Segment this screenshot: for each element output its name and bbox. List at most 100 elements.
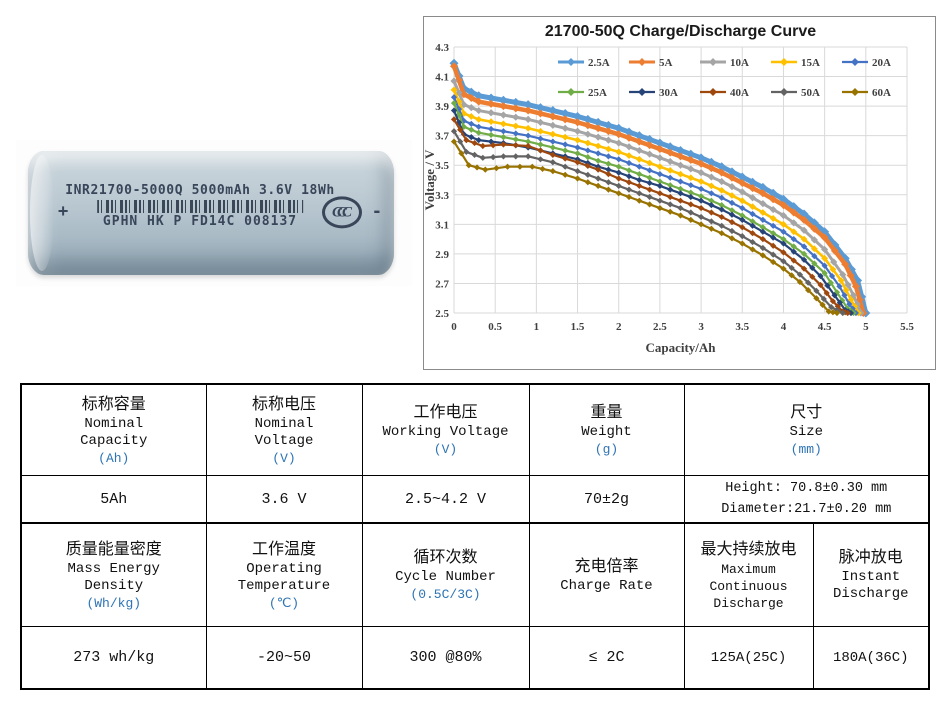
- table-header-row-1: 标称容量 Nominal Capacity (Ah) 标称电压 Nominal …: [20, 383, 930, 476]
- value-text: 300 @80%: [409, 649, 482, 667]
- svg-text:5.5: 5.5: [900, 321, 914, 333]
- header-en: Working Voltage: [382, 424, 509, 441]
- header-unit: (V): [272, 450, 296, 466]
- header-zh: 循环次数: [413, 549, 478, 567]
- legend-item-25A: 25A: [558, 87, 607, 99]
- svg-text:2.7: 2.7: [435, 278, 449, 290]
- value-text: 180A(36C): [832, 650, 909, 667]
- header-zh: 工作温度: [251, 540, 316, 558]
- battery-photo: + INR21700-5000Q 5000mAh 3.6V 18Wh GPHN …: [16, 140, 412, 286]
- x-axis-title: Capacity/Ah: [645, 340, 716, 355]
- header-unit: (Wh/kg): [86, 595, 142, 611]
- series-5A: [450, 62, 868, 317]
- y-axis-title: Voltage / V: [424, 149, 437, 210]
- value-instant-discharge: 180A(36C): [812, 626, 930, 689]
- chart-svg: 0 0.5 1 1.5 2 2.5 3 3.5 4 4.5 5 5.5 2.5 2.7 2.9 3.1 3.3 3…: [422, 23, 914, 355]
- header-weight: 重量 Weight (g): [528, 383, 685, 476]
- header-cycle-number: 循环次数 Cycle Number (0.5C/3C): [361, 521, 530, 627]
- series-10A: [450, 77, 865, 317]
- svg-text:50A: 50A: [801, 87, 820, 99]
- header-zh: 标称容量: [81, 395, 146, 413]
- header-charge-rate: 充电倍率 Charge Rate: [528, 521, 685, 627]
- header-working-voltage: 工作电压 Working Voltage (V): [361, 383, 530, 476]
- legend-item-50A: 50A: [771, 87, 820, 99]
- header-nominal-voltage: 标称电压 Nominal Voltage (V): [205, 383, 363, 476]
- value-nominal-capacity: 5Ah: [20, 474, 207, 523]
- header-nominal-capacity: 标称容量 Nominal Capacity (Ah): [20, 383, 207, 476]
- legend-item-2.5A: 2.5A: [558, 57, 610, 69]
- svg-text:5A: 5A: [659, 57, 673, 69]
- value-cycle-number: 300 @80%: [361, 626, 530, 689]
- header-zh: 最大持续放电: [700, 540, 797, 558]
- battery-model-text: INR21700-5000Q 5000mAh 3.6V 18Wh: [65, 183, 335, 198]
- tick-labels: 0 0.5 1 1.5 2 2.5 3 3.5 4 4.5 5 5.5 2.5 2.7 2.9 3.1 3.3 3…: [435, 42, 914, 333]
- header-en: Size: [789, 424, 824, 441]
- header-unit: (mm): [790, 442, 822, 458]
- svg-text:3: 3: [698, 321, 704, 333]
- svg-text:30A: 30A: [659, 87, 678, 99]
- value-max-continuous-discharge: 125A(25C): [683, 626, 814, 689]
- header-en: Mass Energy Density: [67, 560, 160, 594]
- header-zh: 尺寸: [790, 404, 823, 422]
- svg-text:2.5: 2.5: [435, 308, 449, 320]
- legend-item-20A: 20A: [842, 57, 891, 69]
- svg-text:4.1: 4.1: [435, 72, 449, 84]
- chart-legend: 2.5A 5A 10A 15A 20A 25A 30A 40A 50A 60A: [558, 57, 891, 99]
- legend-item-5A: 5A: [629, 57, 673, 69]
- svg-text:40A: 40A: [730, 87, 749, 99]
- value-text: -20~50: [256, 649, 311, 667]
- header-zh: 质量能量密度: [65, 540, 162, 558]
- svg-text:3.5: 3.5: [435, 160, 449, 172]
- value-operating-temperature: -20~50: [205, 626, 363, 689]
- header-en: Cycle Number: [395, 569, 496, 586]
- value-text: 125A(25C): [710, 650, 787, 667]
- svg-text:25A: 25A: [588, 87, 607, 99]
- battery-body: + INR21700-5000Q 5000mAh 3.6V 18Wh GPHN …: [28, 151, 394, 275]
- svg-text:3.5: 3.5: [735, 321, 749, 333]
- svg-text:4.3: 4.3: [435, 42, 449, 54]
- header-unit: (g): [594, 442, 619, 458]
- svg-text:5: 5: [863, 321, 869, 333]
- value-text: 5Ah: [100, 490, 128, 508]
- svg-text:0: 0: [451, 321, 457, 333]
- value-charge-rate: ≤ 2C: [528, 626, 685, 689]
- header-zh: 标称电压: [251, 395, 316, 413]
- svg-text:4.5: 4.5: [818, 321, 832, 333]
- value-size: Height: 70.8±0.30 mm Diameter:21.7±0.20 …: [683, 474, 930, 523]
- value-text: ≤ 2C: [588, 649, 625, 667]
- value-text: 273 wh/kg: [73, 649, 155, 667]
- header-zh: 脉冲放电: [838, 549, 903, 567]
- battery-barcode: [97, 200, 304, 213]
- header-instant-discharge: 脉冲放电 Instant Discharge: [812, 521, 930, 627]
- svg-text:3.7: 3.7: [435, 131, 449, 143]
- table-value-row-2: 273 wh/kg -20~50 300 @80% ≤ 2C 125A(25C)…: [20, 626, 930, 689]
- svg-text:15A: 15A: [801, 57, 820, 69]
- legend-item-10A: 10A: [700, 57, 749, 69]
- header-max-continuous-discharge: 最大持续放电 Maximum Continuous Discharge: [683, 521, 814, 627]
- ccc-text: CCC: [331, 203, 352, 220]
- svg-text:3.9: 3.9: [435, 101, 449, 113]
- svg-text:3.3: 3.3: [435, 190, 449, 202]
- header-en: Nominal Voltage: [254, 415, 314, 449]
- table-value-row-1: 5Ah 3.6 V 2.5~4.2 V 70±2g Height: 70.8±0…: [20, 474, 930, 523]
- battery-plus-terminal-label: +: [58, 201, 69, 222]
- header-zh: 充电倍率: [574, 557, 639, 575]
- header-en: Instant Discharge: [832, 569, 909, 603]
- svg-text:4: 4: [781, 321, 787, 333]
- value-text: Height: 70.8±0.30 mm Diameter:21.7±0.20 …: [721, 480, 892, 517]
- value-text: 70±2g: [583, 490, 629, 508]
- header-zh: 工作电压: [413, 404, 478, 422]
- svg-text:2.9: 2.9: [435, 249, 449, 261]
- header-en: Maximum Continuous Discharge: [709, 561, 788, 611]
- svg-text:2.5: 2.5: [653, 321, 667, 333]
- value-nominal-voltage: 3.6 V: [205, 474, 363, 523]
- header-unit: (0.5C/3C): [410, 587, 481, 603]
- header-en: Weight: [581, 424, 632, 441]
- value-weight: 70±2g: [528, 474, 685, 523]
- svg-text:20A: 20A: [872, 57, 891, 69]
- value-working-voltage: 2.5~4.2 V: [361, 474, 530, 523]
- header-en: Charge Rate: [560, 577, 653, 594]
- svg-text:60A: 60A: [872, 87, 891, 99]
- header-operating-temperature: 工作温度 Operating Temperature (℃): [205, 521, 363, 627]
